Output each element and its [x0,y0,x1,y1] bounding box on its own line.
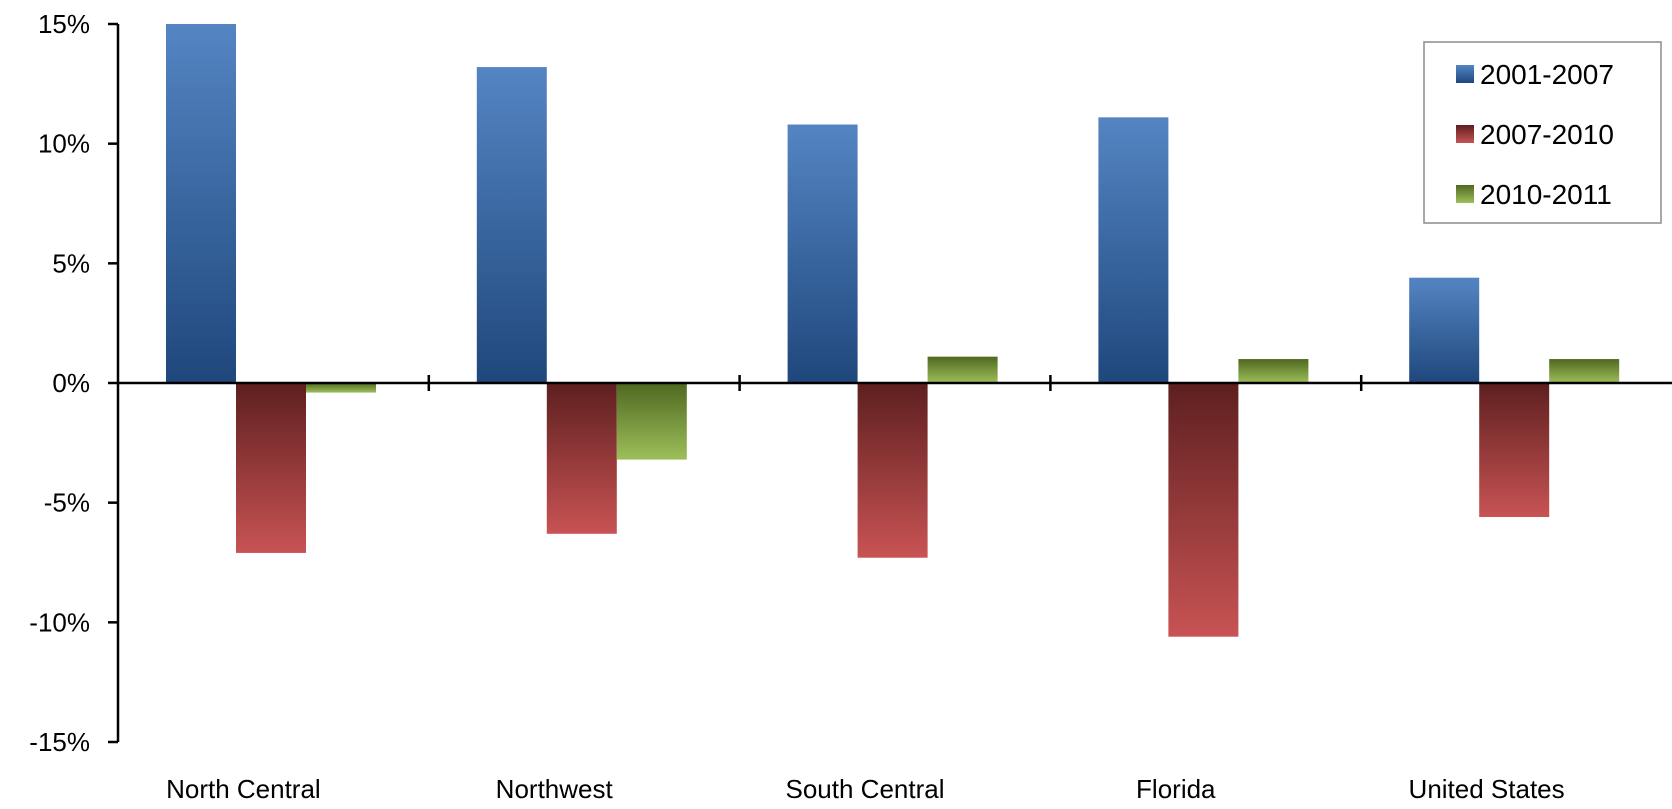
bar-2007-2010-northwest [546,383,617,534]
x-category-label: Northwest [496,774,614,804]
x-category-label: United States [1409,774,1565,804]
bar-2010-2011-united-states [1549,359,1620,383]
bar-2001-2007-united-states [1409,277,1480,383]
legend-label-2007-2010: 2007-2010 [1480,119,1614,150]
x-category-label: South Central [786,774,945,804]
legend-label-2001-2007: 2001-2007 [1480,59,1614,90]
y-tick-label: 0% [52,368,90,398]
y-tick-label: 15% [38,9,90,39]
bar-2007-2010-south-central [857,383,928,558]
bar-2001-2007-south-central [787,124,858,384]
bar-2001-2007-north-central [166,24,236,383]
y-tick-label: 5% [52,248,90,278]
legend-swatch-2007-2010 [1456,125,1474,143]
bar-2010-2011-florida [1238,359,1309,383]
y-tick-label: -15% [29,727,90,757]
x-category-label: Florida [1136,774,1216,804]
legend-swatch-2010-2011 [1456,185,1474,203]
bar-2001-2007-northwest [476,67,547,383]
x-category-label: North Central [166,774,321,804]
y-tick-label: -10% [29,607,90,637]
bar-2007-2010-florida [1168,383,1239,637]
bar-2007-2010-united-states [1479,383,1550,518]
y-tick-label: -5% [44,488,90,518]
bar-2007-2010-north-central [236,383,306,553]
bar-2010-2011-northwest [616,383,687,460]
legend-label-2010-2011: 2010-2011 [1480,179,1612,210]
legend-swatch-2001-2007 [1456,65,1474,83]
legend: 2001-2007 2007-2010 2010-2011 [1423,41,1662,224]
y-tick-label: 10% [38,129,90,159]
bar-2001-2007-florida [1098,117,1169,383]
x-axis-ticks: North Central Northwest South Central Flori… [166,375,1565,804]
bar-2010-2011-south-central [927,356,998,383]
y-axis-ticks: 15% 10% 5% 0% -5% -10% -15% [29,9,118,757]
bars-layer [166,24,1620,637]
bar-2010-2011-north-central [306,383,376,393]
